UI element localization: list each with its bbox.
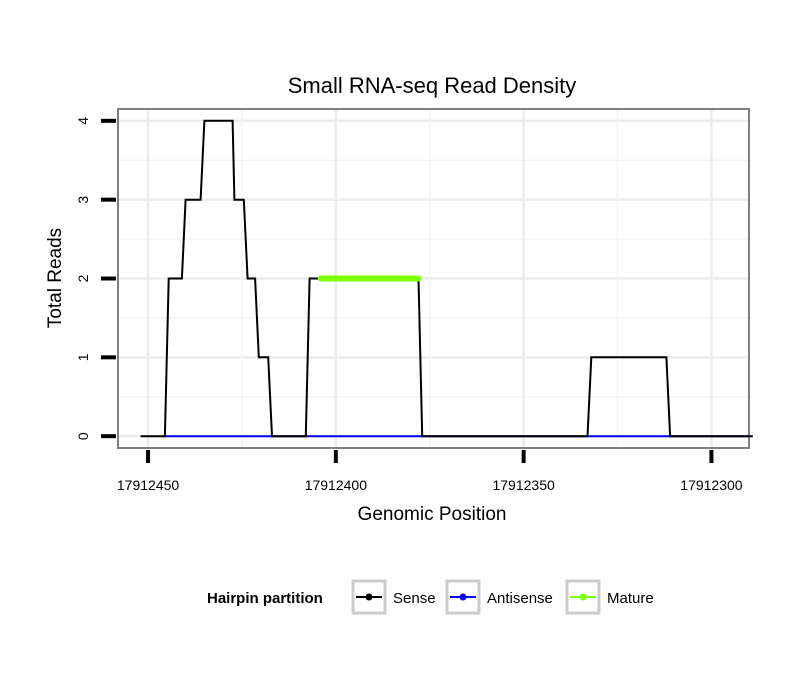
y-tick-label: 4 xyxy=(75,117,91,125)
series-mature-endpoint xyxy=(415,275,422,282)
chart-title: Small RNA-seq Read Density xyxy=(288,73,577,98)
series-sense-line xyxy=(140,119,753,438)
y-axis: 0 1 2 3 4 xyxy=(75,117,116,440)
legend-key-point xyxy=(579,593,587,601)
y-tick-label: 1 xyxy=(75,353,91,361)
legend-title: Hairpin partition xyxy=(207,590,323,607)
legend-label-sense: Sense xyxy=(393,590,436,607)
legend-label-mature: Mature xyxy=(607,590,654,607)
y-tick-label: 0 xyxy=(75,432,91,440)
x-tick-label: 17912350 xyxy=(492,477,555,493)
legend-key-point xyxy=(365,593,373,601)
y-tick-label: 3 xyxy=(75,196,91,204)
legend-label-antisense: Antisense xyxy=(487,590,553,607)
series-mature-endpoint xyxy=(317,275,324,282)
plot-border xyxy=(117,108,750,449)
x-axis: 17912450 17912400 17912350 17912300 xyxy=(117,450,743,493)
y-axis-title: Total Reads xyxy=(45,228,66,328)
x-tick-label: 17912300 xyxy=(680,477,743,493)
series-layer xyxy=(140,119,753,438)
x-tick-label: 17912400 xyxy=(305,477,368,493)
grid xyxy=(118,109,749,448)
y-tick-label: 2 xyxy=(75,274,91,282)
x-axis-title: Genomic Position xyxy=(358,504,507,525)
x-tick-label: 17912450 xyxy=(117,477,180,493)
legend-key-point xyxy=(459,593,467,601)
legend: Hairpin partition Sense Antisense Mature xyxy=(207,579,654,615)
